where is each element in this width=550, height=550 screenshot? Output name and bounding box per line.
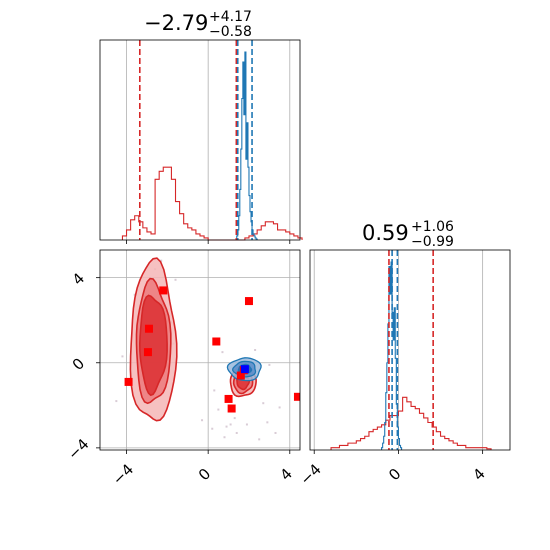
scatter-point <box>262 402 265 405</box>
tick-label: 4 <box>469 465 488 484</box>
scatter-point <box>229 423 232 426</box>
x-ticks <box>126 240 291 244</box>
x-ticks: −4 0 4 <box>296 450 489 489</box>
scatter-point <box>258 438 261 441</box>
scatter-point <box>217 408 220 411</box>
scatter-point <box>115 400 118 403</box>
marker-square <box>159 286 168 295</box>
title-y: 0.59 <box>362 221 409 245</box>
scatter-point <box>223 436 226 439</box>
tick-label: −4 <box>109 460 137 488</box>
scatter-point <box>213 389 216 392</box>
title-y-minus: −0.99 <box>411 234 454 250</box>
contours <box>129 257 262 422</box>
grid-lines <box>313 250 484 450</box>
panel-frame <box>99 39 301 241</box>
scatter-point <box>245 423 248 426</box>
scatter-point <box>254 349 257 351</box>
title-y-main: 0.59 <box>362 221 409 245</box>
tick-label: −4 <box>296 460 324 488</box>
marker-square <box>224 394 233 403</box>
panel-frame <box>99 249 301 451</box>
scatter-point <box>221 351 224 354</box>
scatter-point <box>274 431 277 434</box>
grid-lines <box>126 40 291 240</box>
tick-label: −4 <box>64 435 92 463</box>
histogram-red <box>121 166 303 241</box>
marker-square <box>144 324 153 333</box>
quantile-lines <box>388 250 434 450</box>
scatter-point <box>225 425 228 428</box>
red-contour <box>138 294 168 397</box>
scatter-point <box>201 419 204 422</box>
panel-frame <box>309 249 511 451</box>
center-marker <box>240 365 249 374</box>
scatter-point <box>211 427 214 430</box>
scatter-point <box>233 417 236 420</box>
tick-label: 0 <box>385 465 404 484</box>
grid-lines <box>100 250 300 450</box>
histograms <box>121 51 303 241</box>
histogram-red <box>330 396 492 450</box>
title-x-minus: −0.58 <box>209 24 252 40</box>
marker-square <box>244 297 253 306</box>
scatter-point <box>160 259 163 262</box>
marker-square <box>212 337 221 346</box>
scatter-point <box>266 421 269 424</box>
y-ticks: −4 0 4 <box>64 269 100 464</box>
scatter-point <box>133 293 136 296</box>
title-x-plus: +4.17 <box>209 9 252 25</box>
tick-label: 4 <box>277 465 296 484</box>
marker-square <box>227 404 236 413</box>
title-y-plus: +1.06 <box>411 219 454 235</box>
histogram-blue <box>236 51 258 240</box>
marginal-y-panel: −4 0 4 0.59 +1.06 −0.99 <box>296 219 511 489</box>
scatter-point <box>268 363 271 366</box>
marker-square <box>236 371 245 380</box>
title-x: −2.79 <box>144 11 208 35</box>
marker-square <box>124 377 133 386</box>
markers <box>124 286 300 413</box>
tick-label: 4 <box>69 269 88 288</box>
scatter-point <box>235 431 238 434</box>
scatter-point <box>174 278 177 281</box>
joint-contents <box>115 257 300 441</box>
title-x-main: −2.79 <box>144 11 208 35</box>
marginal-x-panel: −2.79 +4.17 −0.58 <box>99 9 303 244</box>
quantile-lines <box>138 40 253 240</box>
scatter-point <box>121 355 124 358</box>
marker-square <box>293 392 300 401</box>
tick-label: 0 <box>195 465 214 484</box>
x-ticks: −4 0 4 <box>109 450 296 489</box>
joint-panel: −4 0 4 −4 0 4 <box>64 249 301 489</box>
marker-square <box>143 348 152 357</box>
scatter-point <box>278 406 281 409</box>
tick-label: 0 <box>69 354 88 373</box>
histograms <box>330 261 492 450</box>
